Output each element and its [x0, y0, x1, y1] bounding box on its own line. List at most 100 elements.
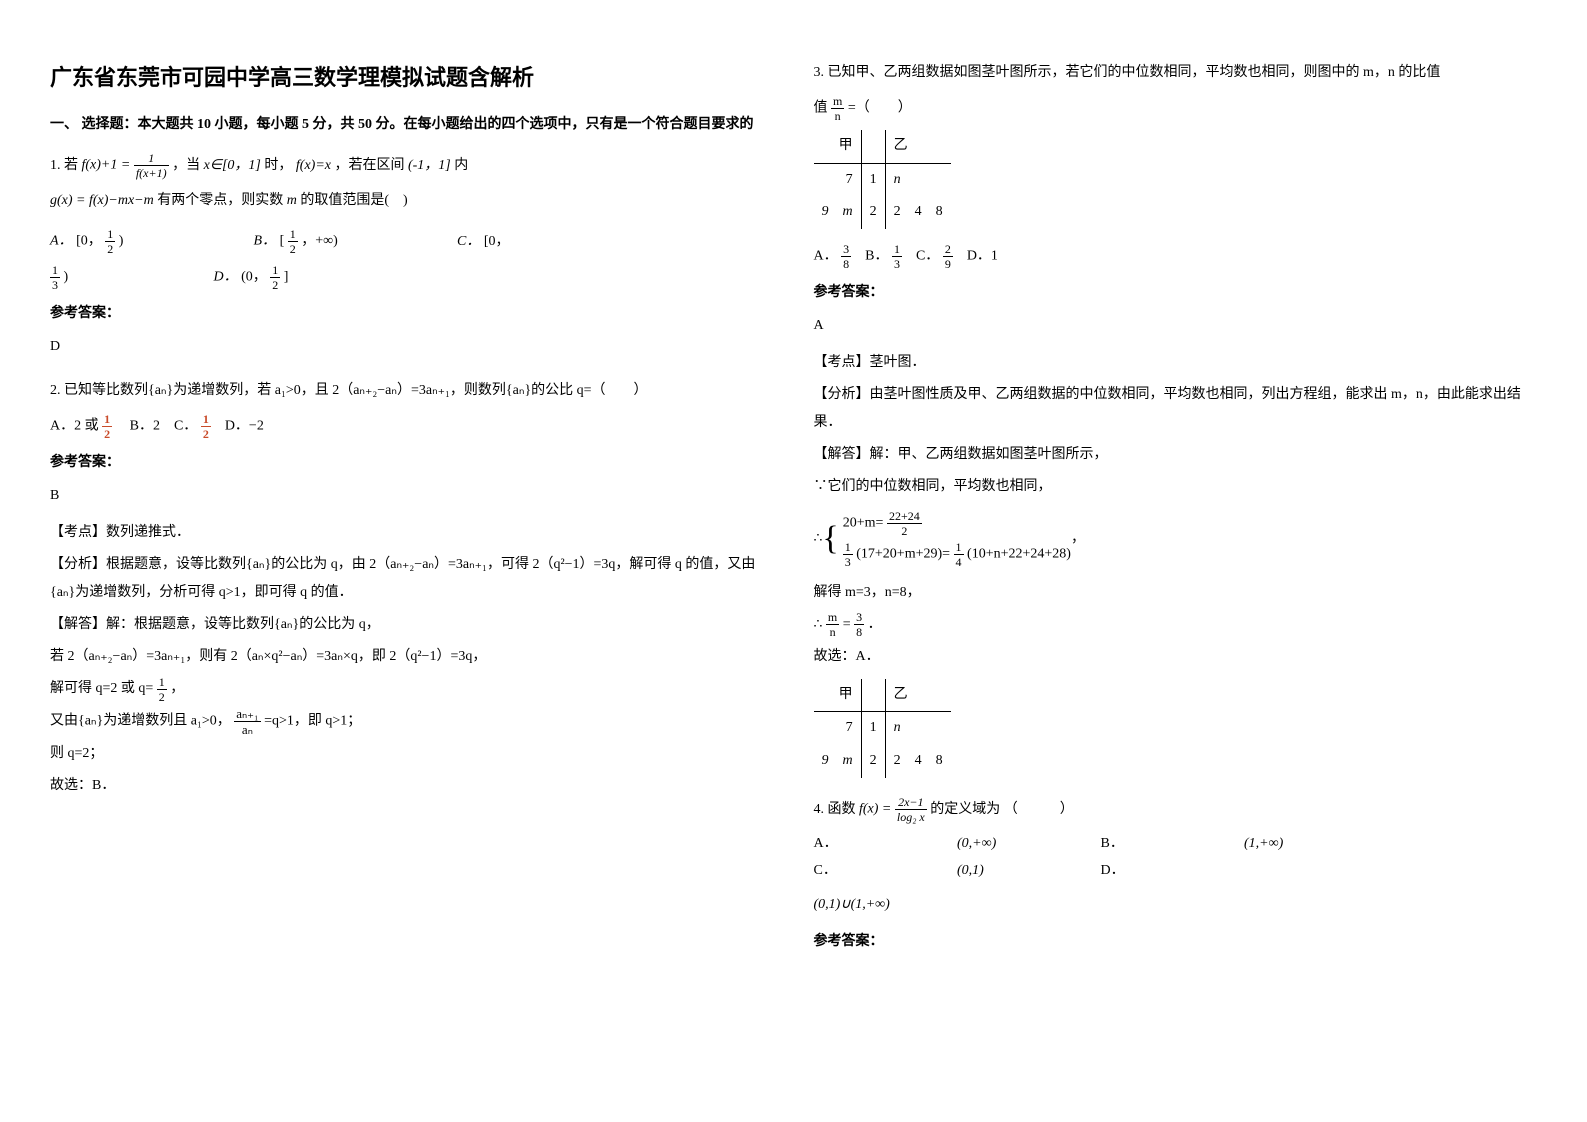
- r1-l: 7: [814, 163, 862, 196]
- q1-options-row1: A． [0， 1 2 ) B． [ 1 2 ，+∞) C． [0，: [50, 228, 774, 255]
- q3-l2-lnum: 1: [843, 541, 853, 555]
- q3-options: A． 3 8 B． 1 3 C． 2 9 D．1: [814, 243, 1538, 270]
- question-3: 3. 已知甲、乙两组数据如图茎叶图所示，若它们的中位数相同，平均数也相同，则图中…: [814, 60, 1538, 778]
- q2-optA-pre: A．2 或: [50, 419, 102, 434]
- q1-text-g: 的取值范围是( ): [300, 193, 407, 208]
- r1b-r: n: [885, 712, 951, 745]
- q3-text-line2: 值 m n =（ ）: [814, 95, 1538, 122]
- head-r: 乙: [885, 130, 951, 163]
- q1-num: 1.: [50, 158, 61, 173]
- q2-jd5: 则 q=2；: [50, 740, 774, 768]
- q4-optA: (0,+∞): [957, 831, 1097, 858]
- q1-optD-frac: 1 2: [270, 264, 280, 291]
- q1-options-row2: 1 3 ) D． (0， 1 2 ]: [50, 264, 774, 291]
- q4-options-row1: A． (0,+∞) B． (1,+∞) C． (0,1) D．: [814, 831, 1538, 884]
- q3-jd4-a: ∴: [814, 617, 823, 632]
- q3-optC-den: 9: [943, 257, 953, 270]
- r2-l: 9 m: [814, 196, 862, 229]
- q3-optC-frac: 2 9: [943, 243, 953, 270]
- q1-optD-den: 2: [270, 278, 280, 291]
- q2-jd4-a: 又由{aₙ}为递增数列且 a₁>0，: [50, 714, 231, 729]
- q1-m: m: [287, 193, 297, 208]
- q1-eq1: f(x)+1 = 1 f(x+1): [82, 152, 169, 179]
- q3-sys-line1: 20+m= 22+24 2: [843, 510, 1071, 537]
- q1-optC-a: [0，: [484, 234, 510, 249]
- q3-optB-num: 1: [892, 243, 902, 257]
- q1-eq3: g(x) = f(x)−mx−m: [50, 193, 154, 208]
- q4-opt-b: B． (1,+∞): [1101, 831, 1385, 858]
- q1-text-c: 时，: [264, 158, 292, 173]
- q3-text-a: 已知甲、乙两组数据如图茎叶图所示，若它们的中位数相同，平均数也相同，则图中的 m…: [828, 65, 1441, 80]
- q1-eq2: f(x)=x: [296, 158, 331, 173]
- q1-optA-num: 1: [105, 228, 115, 242]
- q2-optB: B．2: [130, 419, 160, 434]
- q4-num: 4.: [814, 801, 825, 816]
- q4-optC: (0,1): [957, 858, 1097, 885]
- q2-jd4-frac: aₙ₊₁ aₙ: [234, 707, 260, 736]
- q2-jd4-num: aₙ₊₁: [234, 707, 260, 722]
- q3-system-lines: 20+m= 22+24 2 1 3 (17+20+m+29)= 1 4: [843, 507, 1071, 571]
- r2b-l: 9 m: [814, 745, 862, 778]
- q4-opt-a: A． (0,+∞): [814, 831, 1098, 858]
- q1-opt-a: A． [0， 1 2 ): [50, 228, 250, 255]
- r2b-r: 2 4 8: [885, 745, 951, 778]
- q3-jd3: 解得 m=3，n=8，: [814, 579, 1538, 607]
- q4-optA-pre: A．: [814, 831, 954, 858]
- stem-leaf-row-1: 7 1 n: [814, 163, 951, 196]
- q2-kd: 【考点】数列递推式．: [50, 519, 774, 547]
- q1-optD-pre: D．: [214, 269, 238, 284]
- q2-stem: 已知等比数列{aₙ}为递增数列，若 a₁>0，且 2（aₙ₊₂−aₙ）=3aₙ₊…: [64, 383, 648, 398]
- q2-answer: B: [50, 483, 774, 510]
- q1-opt-c-tail: 1 3 ): [50, 264, 210, 291]
- q3-jd4-n1: m: [826, 611, 839, 625]
- q3-l2-mid: (17+20+m+29)=: [856, 546, 950, 561]
- q1-eq1-num: 1: [134, 152, 169, 166]
- q2-jd4: 又由{aₙ}为递增数列且 a₁>0， aₙ₊₁ aₙ =q>1，即 q>1；: [50, 707, 774, 736]
- q2-text: 2. 已知等比数列{aₙ}为递增数列，若 a₁>0，且 2（aₙ₊₂−aₙ）=3…: [50, 378, 774, 405]
- stem-leaf-head2: 甲 乙: [814, 679, 951, 712]
- q3-sys-line2: 1 3 (17+20+m+29)= 1 4 (10+n+22+24+28): [843, 541, 1071, 568]
- q1-optC-pre: C．: [457, 234, 480, 249]
- q2-jd4-den: aₙ: [234, 722, 260, 736]
- q1-eq1-frac: 1 f(x+1): [134, 152, 169, 179]
- q1-optB-pre: B．: [254, 234, 277, 249]
- q3-frac-den: n: [831, 109, 844, 122]
- q3-stem-leaf-1: 甲 乙 7 1 n 9 m 2 2 4 8: [814, 130, 951, 229]
- q2-jd4-b: =q>1，即 q>1；: [264, 714, 361, 729]
- q1-optC-num: 1: [50, 264, 60, 278]
- q1-optA-a: [0，: [76, 234, 102, 249]
- q2-jd3-num: 1: [157, 676, 167, 690]
- stem-leaf-row-2: 9 m 2 2 4 8: [814, 196, 951, 229]
- q3-optB-frac: 1 3: [892, 243, 902, 270]
- q4-optD: (0,1)∪(1,+∞): [814, 897, 890, 912]
- q1-opt-b: B． [ 1 2 ，+∞): [254, 228, 454, 255]
- question-4: 4. 函数 f(x) = 2x−1 log₂ x 的定义域为 （ ） A． (0…: [814, 796, 1538, 956]
- q3-jd4-frac2: 3 8: [854, 611, 864, 638]
- r1b-s: 1: [861, 712, 885, 745]
- q1-text-e: 内: [454, 158, 468, 173]
- q1-cond: x∈[0，1]: [204, 158, 261, 173]
- q1-optC-frac: 1 3: [50, 264, 60, 291]
- q4-f-lhs: f(x) =: [859, 801, 895, 816]
- q3-answer-label: 参考答案：: [814, 280, 1538, 307]
- q1-opt-c-prefix: C． [0，: [457, 229, 510, 256]
- q3-jd4: ∴ m n = 3 8 ．: [814, 611, 1538, 639]
- question-2: 2. 已知等比数列{aₙ}为递增数列，若 a₁>0，且 2（aₙ₊₂−aₙ）=3…: [50, 378, 774, 800]
- q2-optC-den: 2: [201, 427, 211, 440]
- q4-optB: (1,+∞): [1244, 831, 1384, 858]
- head2-r: 乙: [885, 679, 951, 712]
- r1-r: n: [885, 163, 951, 196]
- r1b-l: 7: [814, 712, 862, 745]
- q1-opt-d: D． (0， 1 2 ]: [214, 264, 289, 291]
- q1-eq1-lhs: f(x)+1 =: [82, 158, 134, 173]
- q2-optC-pre: C．: [174, 419, 197, 434]
- q3-jd4-n2: 3: [854, 611, 864, 625]
- q3-optA-frac: 3 8: [841, 243, 851, 270]
- q1-text-d: ，若在区间: [334, 158, 404, 173]
- q1-optD-a: (0，: [241, 269, 267, 284]
- q1-answer: D: [50, 334, 774, 361]
- q3-therefore: ∴: [814, 526, 823, 553]
- q2-optC-num: 1: [201, 413, 211, 427]
- q2-jd3-b: ，: [170, 681, 184, 696]
- q3-optB-den: 3: [892, 257, 902, 270]
